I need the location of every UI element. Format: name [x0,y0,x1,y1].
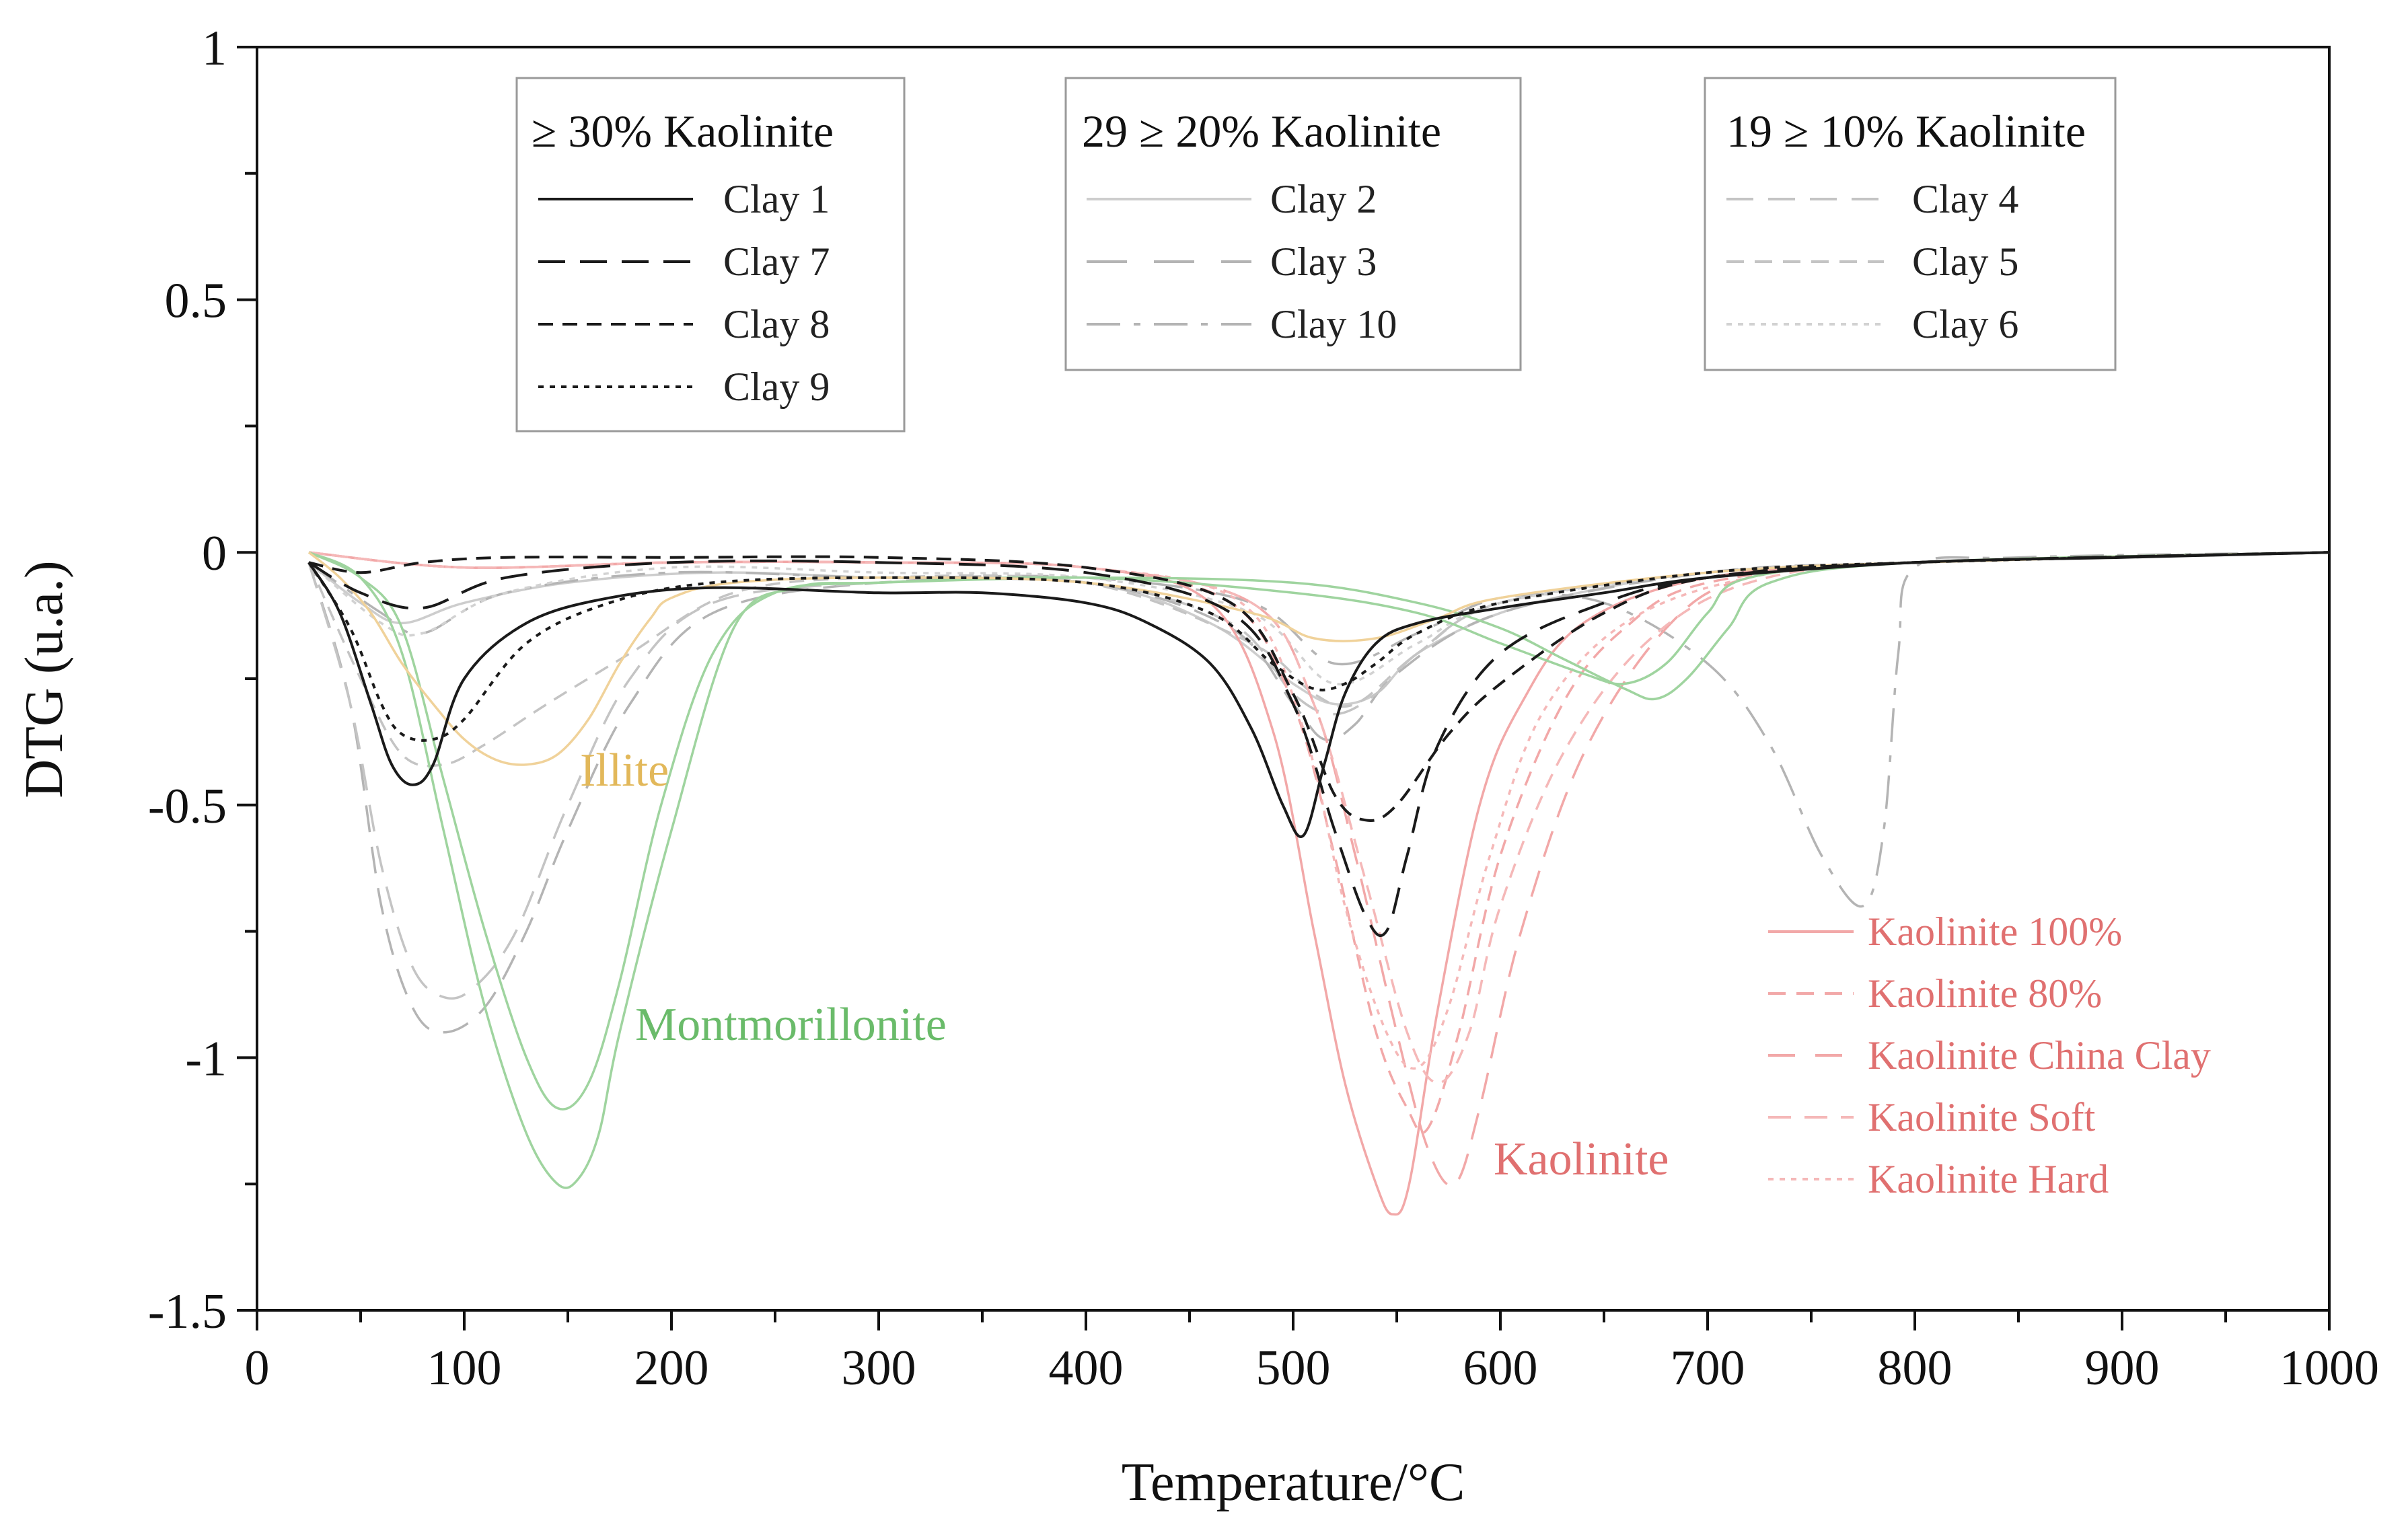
y-tick-label--1: -1 [185,1031,227,1086]
legend-label-clay-4: Clay 4 [1912,177,2018,221]
y-tick-label-1: 1 [202,21,227,76]
ref-label-kaolinite-china-clay: Kaolinite China Clay [1868,1033,2211,1078]
legend-label-clay-2: Clay 2 [1270,177,1377,221]
series-line-clay-6 [307,551,2330,686]
y-tick-label--0.5: -0.5 [148,779,227,834]
y-tick-label--1.5: -1.5 [148,1284,227,1339]
ref-label-kaolinite-soft: Kaolinite Soft [1868,1095,2096,1139]
x-tick-label-700: 700 [1671,1341,1745,1396]
series-line-montmorillonite-a [308,551,2330,1189]
x-tick-label-600: 600 [1463,1341,1538,1396]
legend-group-1: ≥ 30% Kaolinite Clay 1 Clay 7 Clay 8 Cla… [515,77,906,433]
legend-label-clay-5: Clay 5 [1912,239,2018,284]
legend-title-2: 29 ≥ 20% Kaolinite [1082,106,1441,157]
y-axis-title: DTG (u.a.) [15,560,74,798]
legend-label-clay-7: Clay 7 [723,239,830,284]
reference-legend: Kaolinite 100% Kaolinite 80% Kaolinite C… [1768,909,2211,1201]
x-tick-label-900: 900 [2085,1341,2160,1396]
series-line-montmorillonite-b [308,551,2330,1111]
annotation-montmorillonite: Montmorillonite [635,999,947,1051]
ref-label-kaolinite-80: Kaolinite 80% [1868,971,2102,1016]
x-tick-label-800: 800 [1878,1341,1953,1396]
ref-label-kaolinite-hard: Kaolinite Hard [1868,1157,2109,1201]
legend-label-clay-3: Clay 3 [1270,239,1377,284]
x-tick-label-500: 500 [1256,1341,1331,1396]
series-line-kaolinite-china-clay [308,551,2330,1187]
x-tick-label-300: 300 [842,1341,916,1396]
legend-box-2 [1064,77,1522,371]
annotation-kaolinite: Kaolinite [1494,1133,1669,1185]
legend-box-3 [1704,77,2117,371]
legend-group-2: 29 ≥ 20% Kaolinite Clay 2 Clay 3 Clay 10 [1064,77,1522,371]
series-line-clay-8 [308,551,2330,822]
legend-title-3: 19 ≥ 10% Kaolinite [1726,106,2086,157]
ref-label-kaolinite-100: Kaolinite 100% [1868,909,2122,954]
x-tick-label-0: 0 [245,1341,270,1396]
x-tick-label-1000: 1000 [2279,1341,2379,1396]
legend-label-clay-1: Clay 1 [723,177,830,221]
series-line-clay-9 [307,551,2330,742]
series-line-clay-2 [307,551,2330,706]
y-tick-label-0: 0 [202,526,227,581]
axes: 0 100 200 300 400 500 600 700 800 900 1000 1 0.5 0 -0.… [148,21,2379,1396]
x-axis-title: Temperature/°C [1122,1453,1465,1512]
annotation-illite: Illite [580,745,669,796]
legend-title-1: ≥ 30% Kaolinite [532,106,834,157]
series-lines [307,551,2330,1216]
series-line-clay-1 [307,551,2330,838]
x-tick-label-200: 200 [634,1341,709,1396]
series-line-clay-10 [308,551,2330,908]
series-line-kaolinite-hard [308,551,2330,1070]
x-tick-label-100: 100 [427,1341,502,1396]
legend-group-3: 19 ≥ 10% Kaolinite Clay 4 Clay 5 Clay 6 [1704,77,2117,371]
legend-box-1 [515,77,906,433]
x-tick-label-400: 400 [1049,1341,1124,1396]
legend-label-clay-10: Clay 10 [1270,302,1397,346]
legend-label-clay-6: Clay 6 [1912,302,2018,346]
y-tick-label-0.5: 0.5 [165,274,227,329]
legend-label-clay-8: Clay 8 [723,302,830,346]
series-line-clay-7 [307,551,2330,937]
legend-label-clay-9: Clay 9 [723,365,830,409]
